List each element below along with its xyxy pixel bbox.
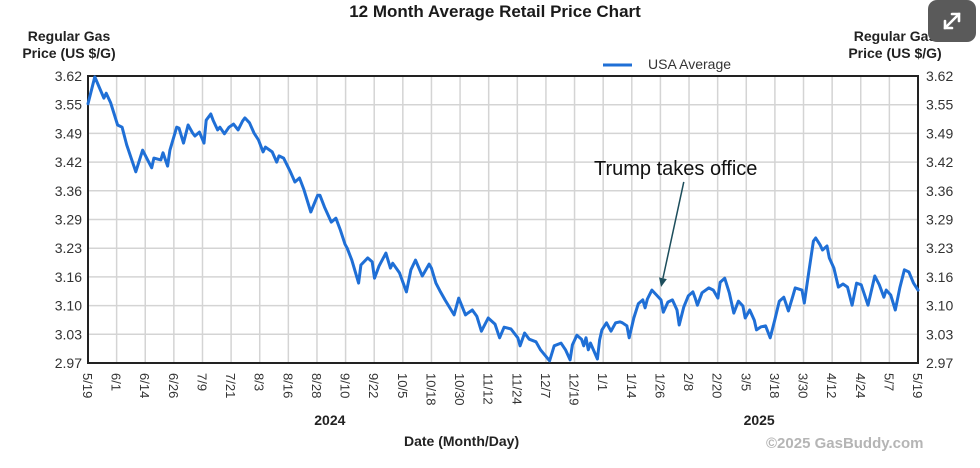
x-tick-label: 9/22 [366,373,381,398]
legend: USA Average [603,56,731,72]
x-tick-label: 10/30 [452,373,467,406]
x-tick-label: 3/30 [796,373,811,398]
x-tick-label: 6/14 [137,373,152,398]
grid-lines [88,76,918,363]
y-tick-label-left: 3.55 [55,97,82,113]
watermark: ©2025 GasBuddy.com [766,435,924,452]
x-ticks: 5/19 6/1 6/14 6/26 7/9 7/21 8/3 8/16 8/28 9/10 9/2… [80,373,925,406]
expand-arrows-icon [943,12,961,30]
y-axis-label-right-line2: Price (US $/G) [848,45,942,61]
y-tick-label-left: 3.42 [55,154,82,170]
y-tick-label-right: 3.49 [926,125,953,141]
expand-button[interactable] [928,0,976,42]
y-axis-label-left: Regular Gas Price (US $/G) [16,28,122,62]
annotation [659,181,685,288]
annotation-text: Trump takes office [594,158,758,180]
y-tick-label-left: 3.36 [55,183,82,199]
y-tick-label-right: 3.36 [926,183,953,199]
y-tick-label-right: 3.23 [926,240,953,256]
x-tick-label: 5/19 [910,373,925,398]
x-tick-label: 12/19 [567,373,582,406]
y-ticks-left: 3.62 3.55 3.49 3.42 3.36 3.29 3.23 3.16 3.10 3.03… [55,68,82,371]
y-axis-label-right: Regular Gas Price (US $/G) [834,28,956,62]
legend-label-usa-average: USA Average [648,56,731,72]
x-axis-title: Date (Month/Day) [404,433,520,449]
x-tick-label: 1/26 [652,373,667,398]
x-tick-label: 7/21 [223,373,238,398]
y-tick-label-left: 3.10 [55,298,82,314]
y-tick-label-left: 3.29 [55,212,82,228]
x-tick-label: 8/16 [280,373,295,398]
x-tick-label: 5/7 [881,373,896,391]
x-tick-label: 7/9 [194,373,209,391]
x-tick-label: 12/7 [538,373,553,398]
x-tick-label: 8/3 [252,373,267,391]
plot-frame [87,75,919,364]
y-tick-label-left: 3.62 [55,68,82,84]
x-tick-label: 11/12 [481,373,496,405]
y-axis-label-left-line2: Price (US $/G) [22,45,116,61]
x-tick-label: 10/18 [423,373,438,406]
y-axis-label-right-line1: Regular Gas [853,28,937,44]
x-tick-label: 5/19 [80,373,95,398]
y-tick-label-left: 3.49 [55,125,82,141]
x-tick-label: 2/8 [681,373,696,391]
y-tick-label-right: 3.42 [926,154,953,170]
x-tick-label: 9/10 [338,373,353,398]
x-tick-label: 3/5 [738,373,753,391]
y-tick-label-right: 3.62 [926,68,953,84]
y-tick-label-right: 2.97 [926,355,953,371]
x-tick-label: 6/1 [109,373,124,391]
y-tick-label-right: 3.16 [926,269,953,285]
y-tick-label-right: 3.55 [926,97,953,113]
y-tick-label-right: 3.03 [926,326,953,342]
x-tick-label: 6/26 [166,373,181,398]
x-tick-label: 8/28 [309,373,324,398]
y-tick-label-left: 3.16 [55,269,82,285]
x-tick-label: 2/20 [710,373,725,398]
y-ticks-right: 3.62 3.55 3.49 3.42 3.36 3.29 3.23 3.16 3.10 3.03… [926,68,953,371]
y-tick-label-left: 3.03 [55,326,82,342]
y-tick-label-left: 3.23 [55,240,82,256]
chart-title: 12 Month Average Retail Price Chart [349,2,641,21]
year-label-2025: 2025 [743,412,775,428]
series-line-usa-average [86,75,920,363]
x-tick-label: 3/18 [767,373,782,398]
annotation-arrowhead [659,277,667,288]
x-tick-label: 11/24 [509,373,524,405]
year-label-2024: 2024 [314,412,346,428]
y-tick-label-left: 2.97 [55,355,82,371]
x-tick-label: 4/12 [824,373,839,398]
x-tick-label: 10/5 [395,373,410,398]
x-tick-label: 1/14 [624,373,639,398]
x-tick-label: 1/1 [595,373,610,391]
y-axis-label-left-line1: Regular Gas [27,28,111,44]
annotation-arrow [662,181,685,279]
x-tick-label: 4/24 [853,373,868,398]
y-tick-label-right: 3.29 [926,212,953,228]
y-tick-label-right: 3.10 [926,298,953,314]
